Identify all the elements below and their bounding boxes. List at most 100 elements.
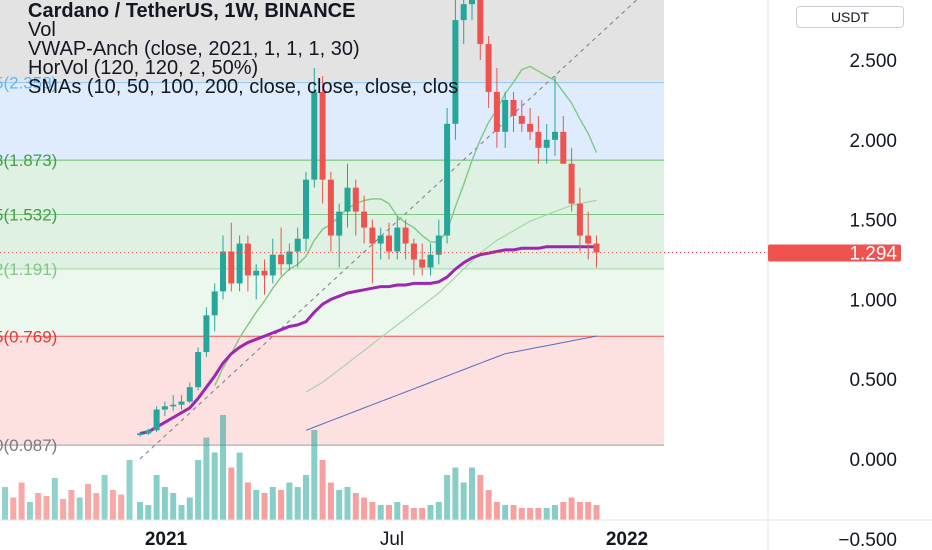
volume-bar (195, 460, 202, 520)
candle-body (535, 131, 542, 148)
candle-body (493, 91, 500, 132)
volume-bar (319, 460, 326, 520)
volume-bar (10, 497, 17, 520)
candle-body (137, 433, 143, 436)
volume-bar (510, 505, 517, 520)
volume-bar (51, 478, 58, 520)
candle-body (228, 251, 235, 284)
candle (386, 222, 392, 260)
symbol-title[interactable]: Cardano / TetherUS, 1W, BINANCE (28, 2, 356, 22)
fib-level-label: 5(2.358) (0, 74, 57, 93)
candle (195, 347, 202, 391)
candle (493, 67, 500, 148)
candle (352, 179, 359, 236)
candle (535, 115, 542, 164)
candle (585, 211, 592, 260)
candle-body (369, 227, 376, 244)
candle (444, 107, 451, 244)
candle (186, 382, 193, 404)
candle-body (269, 254, 276, 276)
candle (244, 235, 251, 292)
candle-body (303, 179, 309, 239)
candle-body (278, 254, 285, 265)
volume-bar (336, 490, 343, 520)
fib-level-label: 0(0.087) (0, 436, 57, 455)
candle (576, 187, 583, 252)
candle-body (203, 315, 210, 353)
candle-body (145, 430, 152, 434)
x-tick-label: 2022 (606, 529, 648, 550)
volume-bar (261, 493, 268, 520)
volume-bar (118, 494, 125, 520)
candle-body (585, 235, 592, 244)
candle (269, 238, 276, 284)
last-price-label: 1.294 (849, 243, 897, 264)
volume-bar (236, 452, 243, 520)
candle-body (211, 291, 218, 316)
y-tick-label: −0.500 (838, 530, 897, 550)
candle-body (244, 243, 251, 276)
candle-body (510, 99, 517, 116)
sma-100-line (305, 335, 597, 431)
candle (469, 0, 475, 21)
volume-bar (452, 467, 459, 520)
volume-bar (68, 490, 75, 520)
currency-button[interactable]: USDT (796, 6, 904, 28)
volume-bar (386, 505, 392, 520)
volume-bar (161, 487, 168, 520)
candle (460, 0, 467, 45)
volume-bar (109, 490, 116, 520)
candle-body (236, 243, 243, 284)
candle (568, 147, 575, 212)
volume-bar (26, 502, 33, 520)
legend-smas[interactable]: SMAs (10, 50, 100, 200, close, close, cl… (28, 76, 459, 97)
volume-bar (203, 437, 210, 520)
candle-body (286, 251, 293, 265)
candle-body (452, 20, 459, 124)
volume-bar (211, 452, 218, 520)
candle (311, 67, 318, 188)
volume-bar (410, 508, 417, 520)
volume-bar (552, 505, 558, 520)
fib-level-label: 2(1.191) (0, 260, 57, 279)
candle-body (361, 211, 368, 228)
candle (518, 99, 525, 132)
volume-bar (394, 502, 401, 520)
y-tick-label: 1.500 (849, 211, 897, 232)
legend-horvol[interactable]: HorVol (120, 120, 2, 50%) (28, 57, 259, 79)
candle (253, 264, 260, 300)
volume-bar (286, 482, 293, 520)
candle-body (352, 187, 359, 212)
candle (286, 243, 293, 271)
candle-body (153, 409, 160, 431)
legend-vol[interactable]: Vol (28, 19, 56, 41)
volume-bar (352, 493, 359, 520)
volume-bar (170, 493, 177, 520)
volume-bar (85, 484, 91, 520)
candle (336, 203, 343, 268)
candle-body (253, 270, 260, 276)
volume-bar (427, 505, 434, 520)
candle-body (344, 187, 351, 212)
volume-bar (585, 502, 592, 520)
y-tick-label: 2.500 (849, 51, 897, 72)
volume-bar (278, 490, 285, 520)
x-tick-label: 2021 (145, 529, 188, 550)
candle (502, 91, 509, 148)
candle (419, 243, 426, 276)
candle-body (469, 0, 475, 5)
volume-bar (269, 487, 276, 520)
candle (178, 395, 185, 410)
candle-body (593, 243, 600, 253)
candle-body (527, 123, 534, 132)
fib-zone (0, 82, 664, 161)
y-tick-label: 0.000 (849, 450, 897, 471)
candle (228, 222, 235, 292)
fib-level-label: 3(1.873) (0, 151, 57, 170)
candle (261, 259, 268, 295)
candle-body (460, 4, 467, 21)
candle (203, 307, 210, 357)
legend-vwap[interactable]: VWAP-Anch (close, 2021, 1, 1, 1, 30) (28, 38, 360, 60)
volume-bar (228, 467, 235, 520)
